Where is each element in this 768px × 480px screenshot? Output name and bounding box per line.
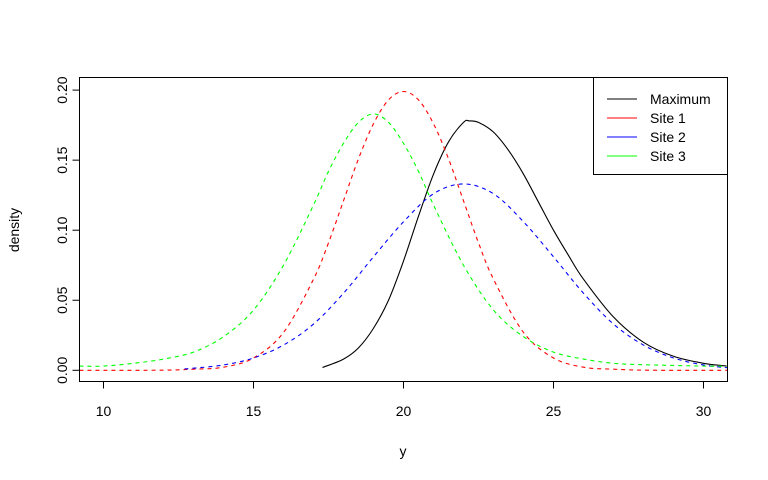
legend-label: Site 3: [650, 148, 686, 164]
legend-label: Site 2: [650, 129, 686, 145]
y-axis: 0.00 0.05 0.10 0.15 0.20: [54, 76, 80, 384]
series-line-site-2: [184, 183, 728, 370]
legend-label: Maximum: [650, 91, 711, 107]
y-tick-label: 0.05: [54, 286, 70, 313]
x-tick-label: 15: [246, 403, 262, 419]
series-line-site-1: [79, 90, 728, 371]
legend-label: Site 1: [650, 110, 686, 126]
y-tick-label: 0.10: [54, 216, 70, 243]
y-tick-label: 0.20: [54, 76, 70, 103]
legend: Maximum Site 1 Site 2 Site 3: [593, 77, 728, 175]
x-axis: 10 15 20 25 30: [96, 381, 712, 419]
y-tick-label: 0.15: [54, 146, 70, 173]
x-tick-label: 10: [96, 403, 112, 419]
x-axis-label: y: [400, 443, 407, 459]
y-axis-label: density: [6, 208, 22, 252]
y-tick-label: 0.00: [54, 356, 70, 383]
x-tick-label: 25: [546, 403, 562, 419]
x-tick-label: 20: [396, 403, 412, 419]
series-line-maximum: [322, 119, 728, 369]
legend-box: [593, 77, 728, 175]
x-tick-label: 30: [696, 403, 712, 419]
